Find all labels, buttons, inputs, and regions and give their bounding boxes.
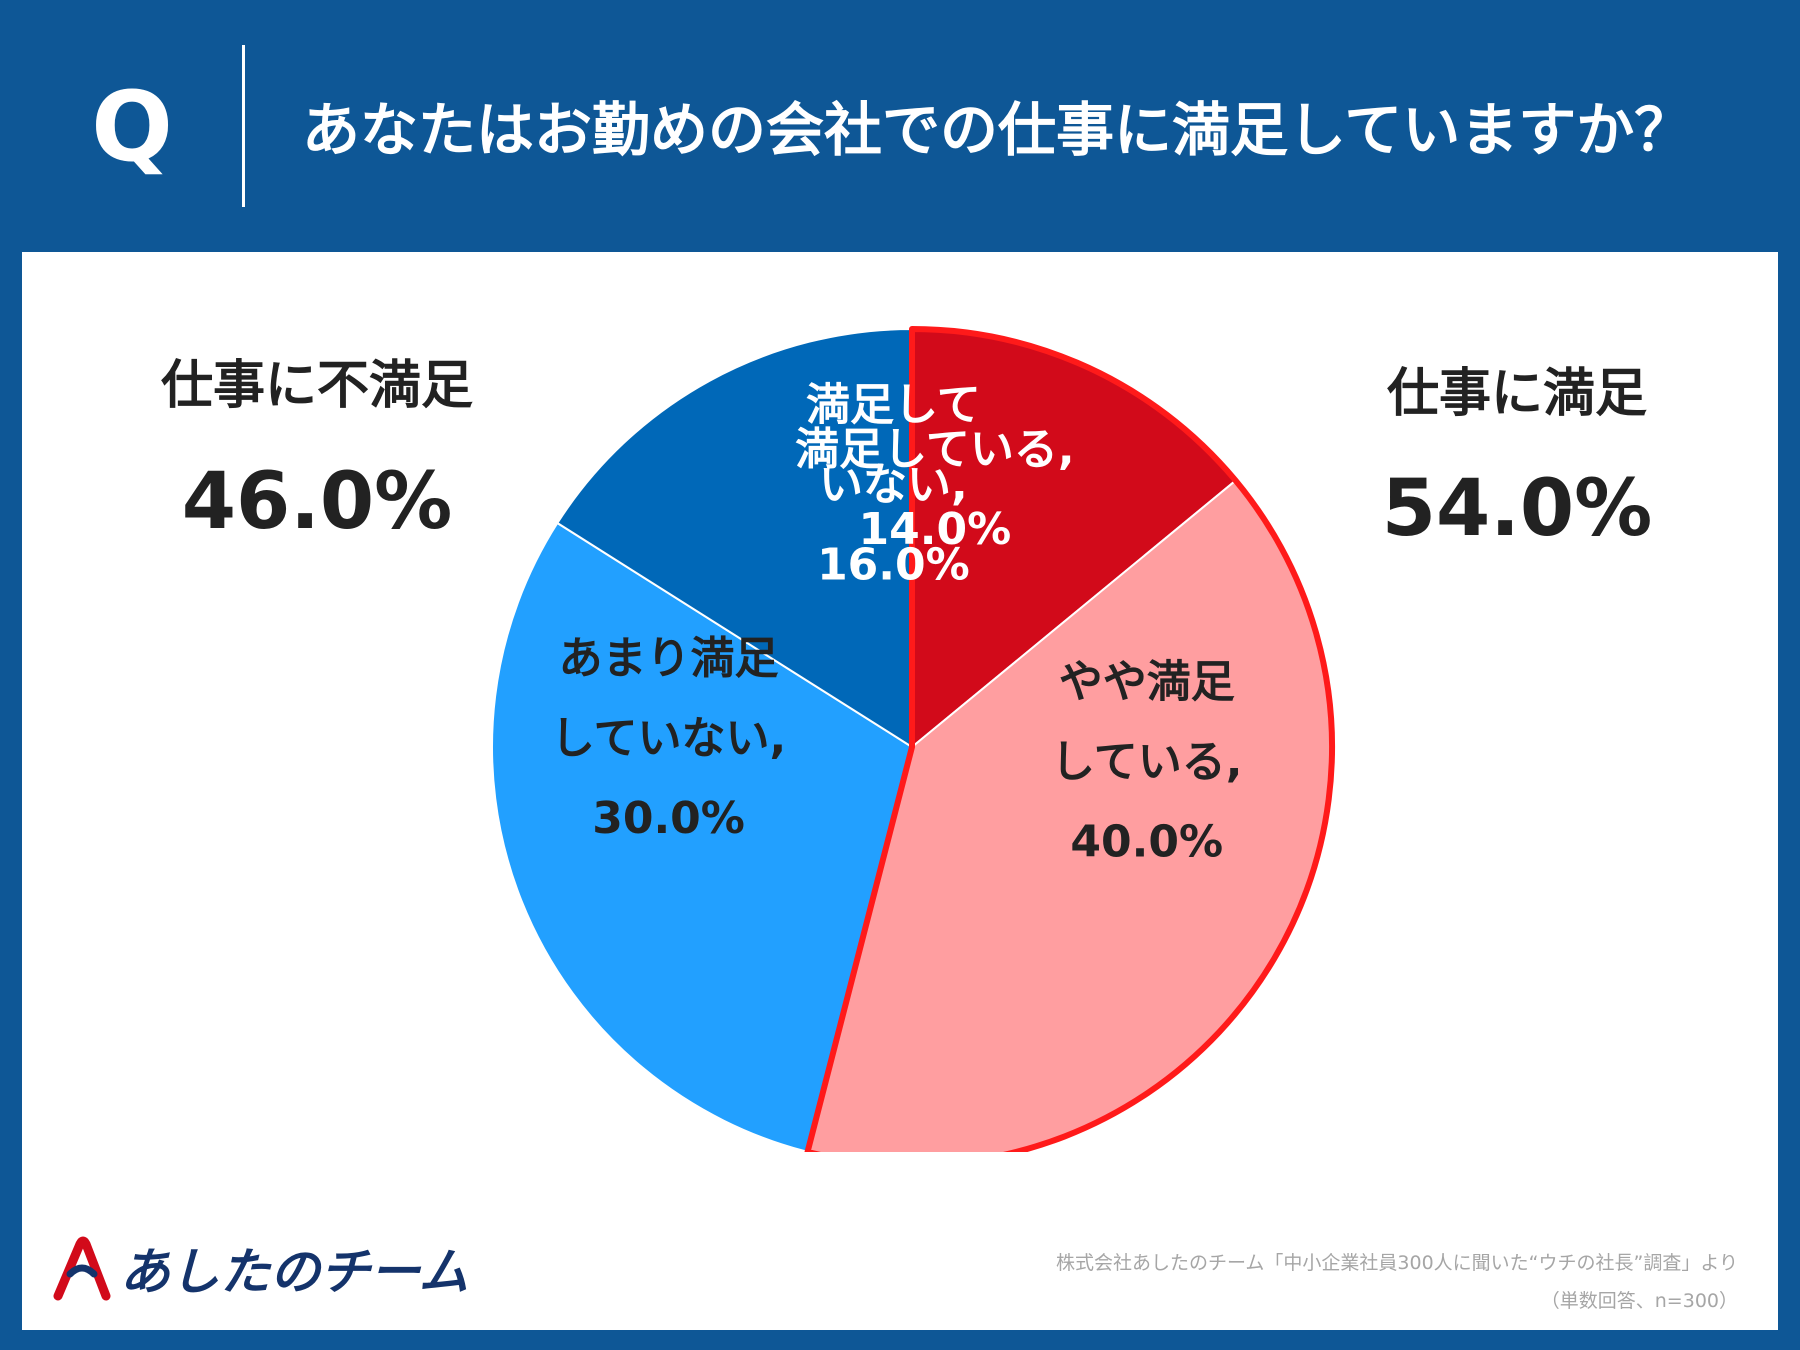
slice-label-1-line-1: している, (1051, 737, 1242, 788)
company-logo: あしたのチーム (50, 1234, 470, 1314)
slice-label-0-line-1: 14.0% (859, 504, 1012, 555)
chart-panel: 仕事に不満足 46.0% 仕事に満足 54.0% 満足している, 14.0% やや満… (22, 252, 1778, 1330)
dissatisfied-group-label: 仕事に不満足 (160, 356, 473, 416)
slice-label-1-line-0: やや満足 (1059, 657, 1235, 708)
header-divider (242, 45, 245, 207)
pie-slice-3 (555, 327, 913, 749)
satisfied-group-value: 54.0% (1381, 464, 1653, 554)
slice-label-1-line-2: 40.0% (1070, 817, 1223, 868)
slice-label-2-line-2: 30.0% (592, 793, 745, 844)
slice-label-0-line-0: 満足している, (795, 424, 1074, 475)
sample-note: （単数回答、n=300） (1540, 1290, 1738, 1312)
slice-label-2-line-0: あまり満足 (559, 633, 779, 684)
dissatisfied-group-value: 46.0% (181, 457, 453, 547)
question-title: あなたはお勤めの会社での仕事に満足していますか？ (302, 96, 1693, 164)
pie-slice-2 (491, 521, 914, 1152)
slice-label-3-line-2: 16.0% (817, 539, 970, 590)
slice-label-2-line-1: していない, (551, 713, 786, 764)
logo-text: あしたのチーム (120, 1243, 469, 1301)
satisfied-outline (804, 326, 1335, 1152)
slice-label-3-line-0: 満足して (806, 379, 981, 430)
logo-mark-icon (53, 1236, 111, 1301)
slice-label-3-line-1: いない, (819, 459, 968, 510)
satisfied-group-label: 仕事に満足 (1386, 364, 1647, 424)
q-mark: Q (91, 71, 173, 183)
header-bar: Q あなたはお勤めの会社での仕事に満足していますか？ (0, 0, 1800, 250)
source-note: 株式会社あしたのチーム「中小企業社員300人に聞いた“ウチの社長”調査」より (1055, 1252, 1738, 1274)
